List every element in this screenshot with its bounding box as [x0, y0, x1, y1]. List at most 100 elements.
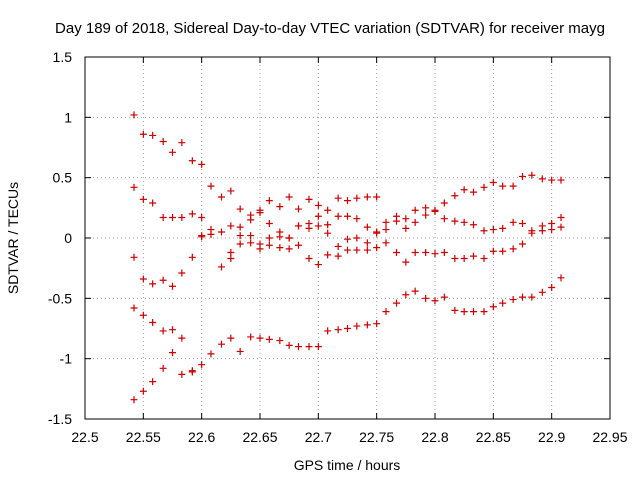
- data-point: [334, 212, 342, 220]
- data-point: [422, 204, 430, 212]
- plot-frame: [84, 56, 611, 420]
- data-point: [373, 228, 381, 236]
- data-point: [499, 182, 507, 190]
- data-point: [557, 176, 565, 184]
- data-point: [305, 195, 313, 203]
- data-point: [324, 327, 332, 335]
- data-point: [548, 220, 556, 228]
- data-point: [431, 206, 439, 214]
- data-point: [519, 240, 526, 248]
- data-point: [411, 248, 419, 256]
- x-axis-label: GPS time / hours: [294, 457, 401, 473]
- chart-title: Day 189 of 2018, Sidereal Day-to-day VTE…: [55, 20, 605, 37]
- data-point: [344, 235, 351, 243]
- data-point: [139, 130, 147, 138]
- data-point: [169, 148, 176, 156]
- data-point: [314, 343, 322, 351]
- data-point: [363, 223, 371, 231]
- data-point: [334, 194, 342, 202]
- data-points: [130, 111, 565, 404]
- data-point: [480, 255, 488, 263]
- data-point: [218, 263, 225, 271]
- data-point: [236, 347, 244, 355]
- data-point: [353, 322, 361, 330]
- data-point: [480, 183, 488, 191]
- data-point: [363, 193, 371, 201]
- data-point: [519, 172, 526, 180]
- x-tick-label: 22.9: [538, 429, 565, 445]
- data-point: [411, 218, 419, 226]
- data-point: [353, 234, 361, 242]
- data-point: [431, 250, 439, 258]
- data-point: [169, 326, 176, 334]
- data-point: [139, 195, 147, 203]
- data-point: [178, 213, 186, 221]
- data-point: [470, 188, 477, 196]
- data-point: [509, 296, 517, 304]
- data-point: [149, 318, 157, 326]
- data-point: [247, 232, 255, 240]
- data-point: [227, 255, 235, 263]
- data-point: [402, 291, 410, 299]
- data-point: [236, 232, 244, 240]
- data-point: [451, 306, 459, 314]
- y-tick-label: -0.5: [48, 290, 72, 306]
- data-point: [178, 139, 186, 147]
- x-tick-label: 22.8: [421, 429, 448, 445]
- data-point: [324, 251, 332, 259]
- data-point: [528, 171, 536, 179]
- data-point: [236, 240, 244, 248]
- data-point: [470, 221, 477, 229]
- data-point: [198, 361, 206, 369]
- data-point: [557, 213, 565, 221]
- data-point: [149, 199, 157, 207]
- data-point: [218, 340, 225, 348]
- data-point: [499, 247, 507, 255]
- data-point: [178, 334, 186, 342]
- data-point: [149, 131, 157, 139]
- data-point: [314, 201, 322, 209]
- data-point: [373, 193, 381, 201]
- data-point: [256, 209, 264, 217]
- x-tick-label: 22.65: [242, 429, 277, 445]
- data-point: [139, 311, 147, 319]
- data-point: [548, 226, 556, 234]
- data-point: [402, 258, 410, 266]
- data-point: [451, 192, 459, 200]
- data-point: [334, 242, 342, 250]
- data-point: [382, 218, 390, 226]
- data-point: [314, 222, 322, 230]
- x-tick-label: 22.6: [188, 429, 215, 445]
- y-tick-label: 1.5: [53, 49, 73, 65]
- data-point: [431, 297, 439, 305]
- data-point: [509, 218, 517, 226]
- data-point: [382, 226, 390, 234]
- data-point: [451, 217, 459, 225]
- data-point: [188, 368, 196, 376]
- data-point: [548, 176, 556, 184]
- data-point: [130, 304, 138, 312]
- data-point: [440, 215, 448, 223]
- y-tick-label: -1.5: [48, 411, 72, 427]
- data-point: [130, 253, 138, 261]
- data-point: [344, 325, 351, 332]
- data-point: [159, 213, 167, 221]
- y-axis-label: SDTVAR / TECUs: [5, 182, 21, 294]
- x-tick-label: 22.5: [71, 429, 98, 445]
- data-point: [276, 244, 284, 252]
- data-point: [188, 157, 196, 165]
- y-tick-label: 1: [64, 109, 72, 125]
- data-point: [344, 212, 351, 220]
- data-point: [509, 182, 517, 190]
- data-point: [285, 341, 293, 349]
- data-point: [218, 193, 225, 201]
- data-point: [373, 320, 381, 328]
- data-point: [411, 287, 419, 295]
- data-point: [519, 220, 526, 228]
- x-tick-label: 22.75: [359, 429, 394, 445]
- data-point: [509, 245, 517, 253]
- data-point: [256, 240, 264, 248]
- data-point: [130, 111, 138, 119]
- data-point: [557, 274, 565, 282]
